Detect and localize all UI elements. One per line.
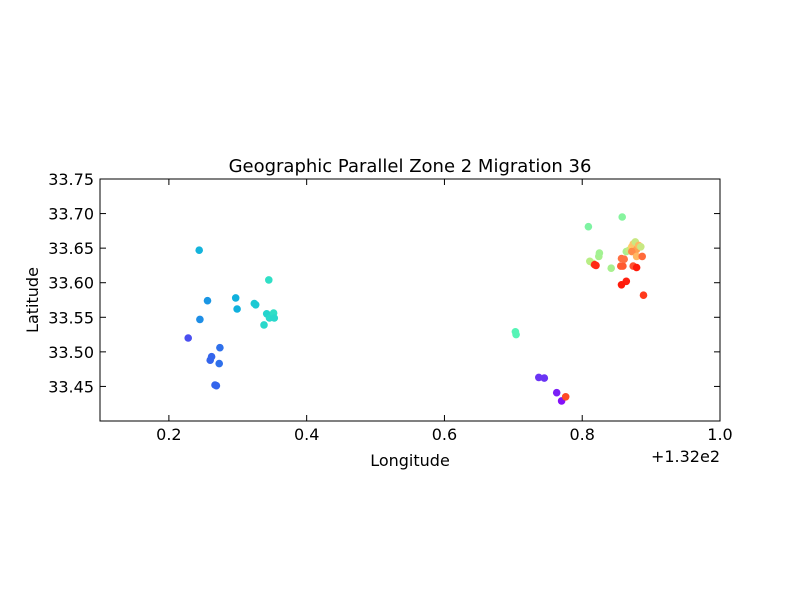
data-point	[617, 262, 625, 270]
y-tick-label: 33.45	[48, 377, 94, 396]
data-point	[592, 261, 600, 270]
data-point	[595, 249, 604, 257]
points-layer	[184, 213, 648, 405]
data-point	[184, 334, 192, 342]
x-tick-label: 0.2	[156, 425, 181, 444]
data-point	[638, 252, 646, 261]
data-point	[618, 213, 626, 221]
data-point	[203, 296, 212, 305]
x-tick-label: 1.0	[707, 425, 732, 444]
data-point	[207, 352, 216, 361]
chart-title: Geographic Parallel Zone 2 Migration 36	[229, 156, 592, 177]
x-tick-label: 0.8	[569, 425, 594, 444]
data-point	[628, 247, 636, 256]
data-point	[231, 294, 240, 302]
x-tick-label: 0.4	[294, 425, 319, 444]
y-tick-label: 33.60	[48, 274, 94, 293]
data-point	[540, 374, 549, 382]
y-tick-label: 33.55	[48, 308, 94, 327]
data-point	[270, 314, 279, 322]
data-point	[607, 264, 615, 273]
data-point	[639, 291, 648, 300]
data-point	[632, 263, 641, 272]
y-axis: 33.45 33.50 33.55 33.60 33.65 33.70 33.75	[48, 170, 720, 396]
data-point	[260, 321, 268, 329]
x-tick-label: 0.6	[432, 425, 457, 444]
y-axis-label: Latitude	[23, 267, 42, 333]
data-point	[637, 243, 645, 251]
data-point	[552, 388, 561, 397]
plot-frame	[99, 178, 721, 422]
x-offset-label: +1.32e2	[651, 447, 720, 466]
y-tick-label: 33.75	[48, 170, 94, 189]
data-point	[265, 276, 273, 284]
data-point	[212, 381, 221, 390]
data-point	[512, 330, 520, 339]
data-point	[216, 343, 224, 352]
data-point	[632, 252, 641, 261]
y-tick-label: 33.50	[48, 343, 94, 362]
x-axis: 0.2 0.4 0.6 0.8 1.0	[156, 179, 733, 444]
y-tick-label: 33.70	[48, 205, 94, 224]
data-point	[251, 301, 260, 309]
data-point	[215, 359, 223, 368]
data-point	[195, 246, 203, 254]
x-axis-label: Longitude	[370, 451, 450, 470]
data-point	[233, 305, 241, 313]
data-point	[584, 222, 593, 231]
data-point	[196, 315, 204, 324]
data-point	[620, 255, 628, 263]
y-tick-label: 33.65	[48, 239, 94, 258]
data-point	[617, 281, 626, 289]
data-point	[561, 393, 570, 401]
